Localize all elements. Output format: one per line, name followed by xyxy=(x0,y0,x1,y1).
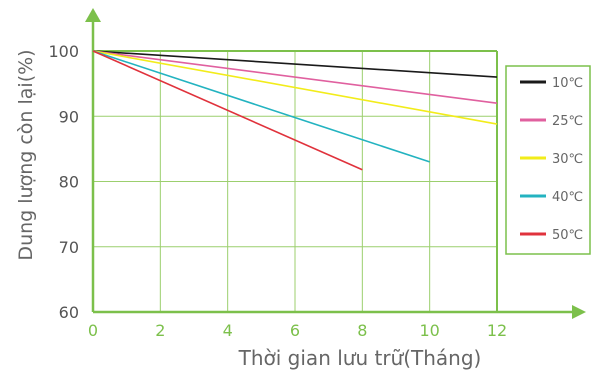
y-tick-label: 80 xyxy=(59,173,79,192)
x-tick-label: 0 xyxy=(88,321,98,340)
x-axis-label: Thời gian lưu trữ(Tháng) xyxy=(238,346,482,370)
series-lines xyxy=(92,50,498,171)
series-line-0 xyxy=(92,50,498,78)
legend-label-0: 10℃ xyxy=(552,76,583,91)
y-tick-label: 60 xyxy=(59,303,79,322)
tick-labels: 0 2 4 6 8 10 12 60 70 80 90 100 xyxy=(48,42,507,340)
legend-label-4: 50℃ xyxy=(552,228,583,243)
axes xyxy=(85,8,586,319)
x-tick-label: 10 xyxy=(419,321,439,340)
grid xyxy=(93,50,498,312)
legend-box xyxy=(505,65,591,255)
x-tick-label: 12 xyxy=(487,321,507,340)
y-tick-label: 70 xyxy=(59,238,79,257)
x-axis-arrow-icon xyxy=(572,305,586,319)
y-axis-arrow-icon xyxy=(85,8,101,22)
series-line-3 xyxy=(92,50,430,163)
x-tick-label: 2 xyxy=(155,321,165,340)
legend: 10℃ 25℃ 30℃ 40℃ 50℃ xyxy=(505,65,591,255)
series-line-2 xyxy=(92,50,498,125)
y-axis-label: Dung lượng còn lại(%) xyxy=(15,49,37,260)
y-tick-label: 100 xyxy=(48,42,79,61)
x-tick-label: 4 xyxy=(223,321,233,340)
y-tick-label: 90 xyxy=(59,107,79,126)
series-line-4 xyxy=(92,50,363,171)
legend-label-1: 25℃ xyxy=(552,114,583,129)
x-tick-label: 8 xyxy=(357,321,367,340)
legend-label-2: 30℃ xyxy=(552,152,583,167)
legend-label-3: 40℃ xyxy=(552,190,583,205)
x-tick-label: 6 xyxy=(290,321,300,340)
series-line-1 xyxy=(92,50,498,104)
